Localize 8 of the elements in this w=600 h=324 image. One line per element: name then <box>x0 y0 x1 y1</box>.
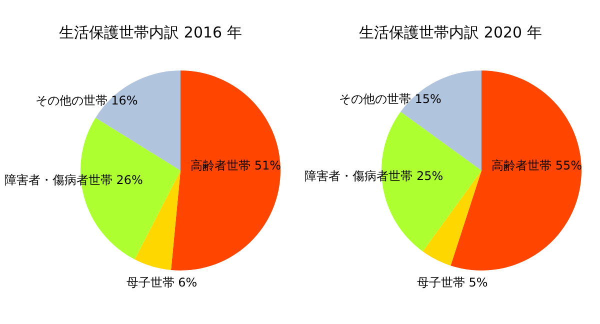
chart-title: 生活保護世帯内訳 2020 年 <box>359 24 542 42</box>
chart-title: 生活保護世帯内訳 2016 年 <box>59 24 242 42</box>
slice-label: その他の世帯 15% <box>338 92 442 106</box>
slice-label: 高齢者世帯 55% <box>492 158 582 172</box>
slice-label: その他の世帯 16% <box>35 94 138 108</box>
slice-label: 母子世帯 5% <box>416 276 488 290</box>
slice-label: 高齢者世帯 51% <box>190 158 281 172</box>
slice-label: 母子世帯 6% <box>126 276 198 290</box>
